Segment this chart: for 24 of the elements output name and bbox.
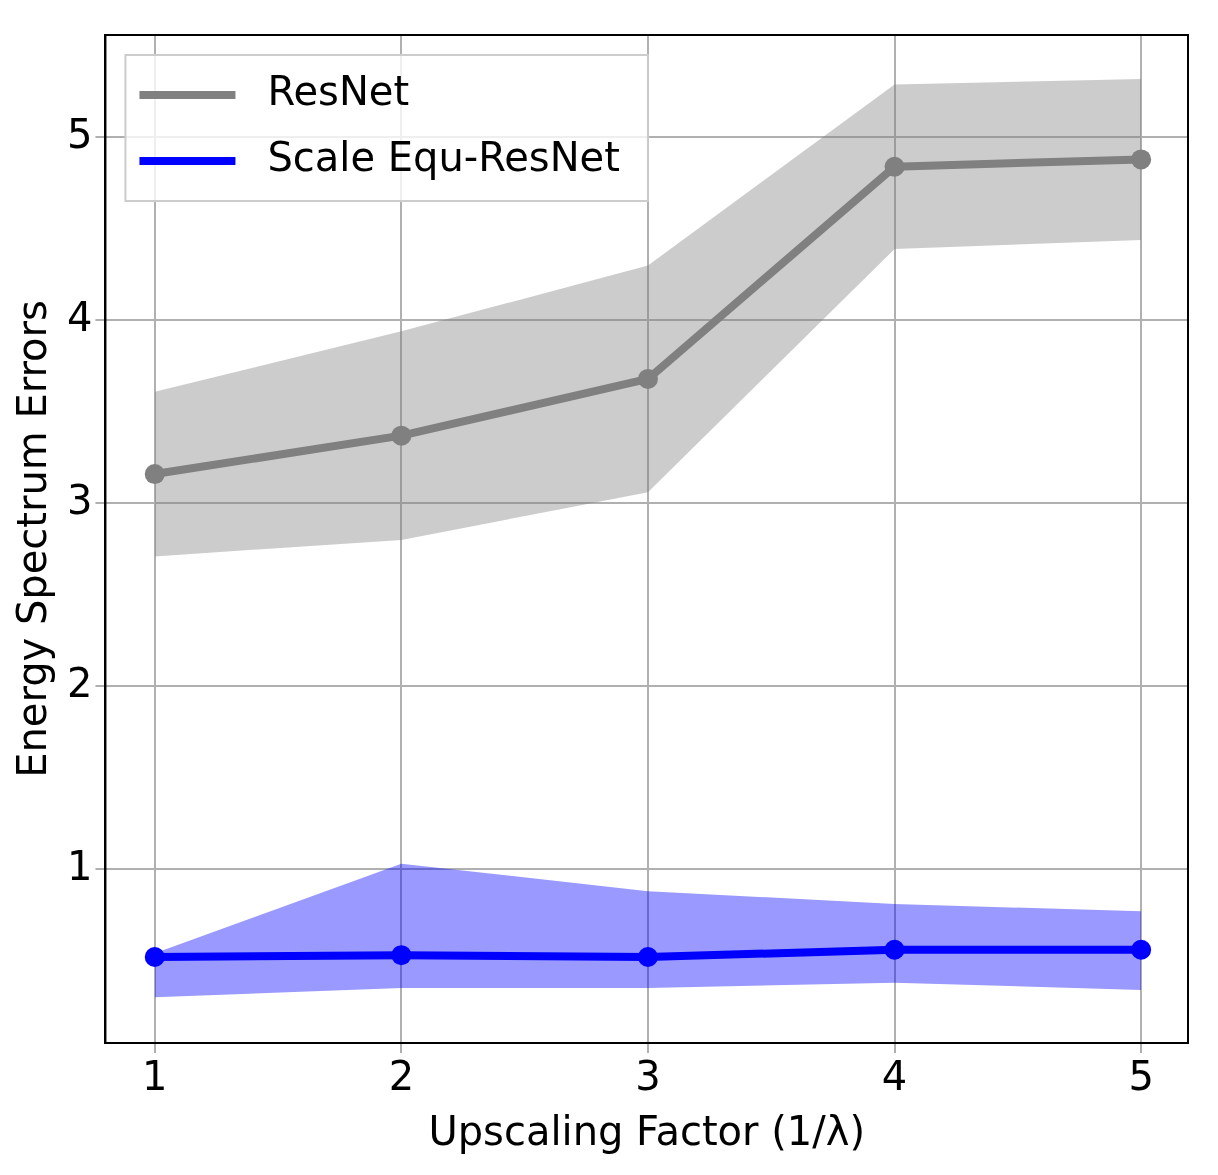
point bbox=[637, 947, 658, 968]
legend-label: Scale Equ-ResNet bbox=[267, 134, 620, 181]
point bbox=[1131, 939, 1152, 960]
x-tick-label: 1 bbox=[142, 1053, 168, 1100]
x-tick-label: 3 bbox=[635, 1053, 661, 1100]
point bbox=[884, 939, 905, 960]
point bbox=[144, 947, 165, 968]
point bbox=[391, 945, 412, 966]
x-tick-label: 2 bbox=[388, 1053, 415, 1100]
legend-label: ResNet bbox=[267, 68, 410, 115]
y-tick-label: 3 bbox=[67, 476, 93, 523]
y-tick-label: 4 bbox=[67, 293, 93, 340]
x-tick-label: 5 bbox=[1128, 1053, 1154, 1100]
point bbox=[144, 464, 165, 485]
y-axis-title: Energy Spectrum Errors bbox=[9, 300, 56, 778]
point bbox=[391, 425, 412, 446]
x-axis-title: Upscaling Factor (1/λ) bbox=[428, 1108, 866, 1155]
point bbox=[884, 156, 905, 177]
y-tick-label: 2 bbox=[67, 659, 93, 706]
point bbox=[637, 368, 658, 389]
y-tick-label: 5 bbox=[67, 110, 93, 157]
point bbox=[1131, 149, 1152, 170]
x-tick-label: 4 bbox=[881, 1053, 908, 1100]
y-tick-label: 1 bbox=[67, 842, 93, 889]
